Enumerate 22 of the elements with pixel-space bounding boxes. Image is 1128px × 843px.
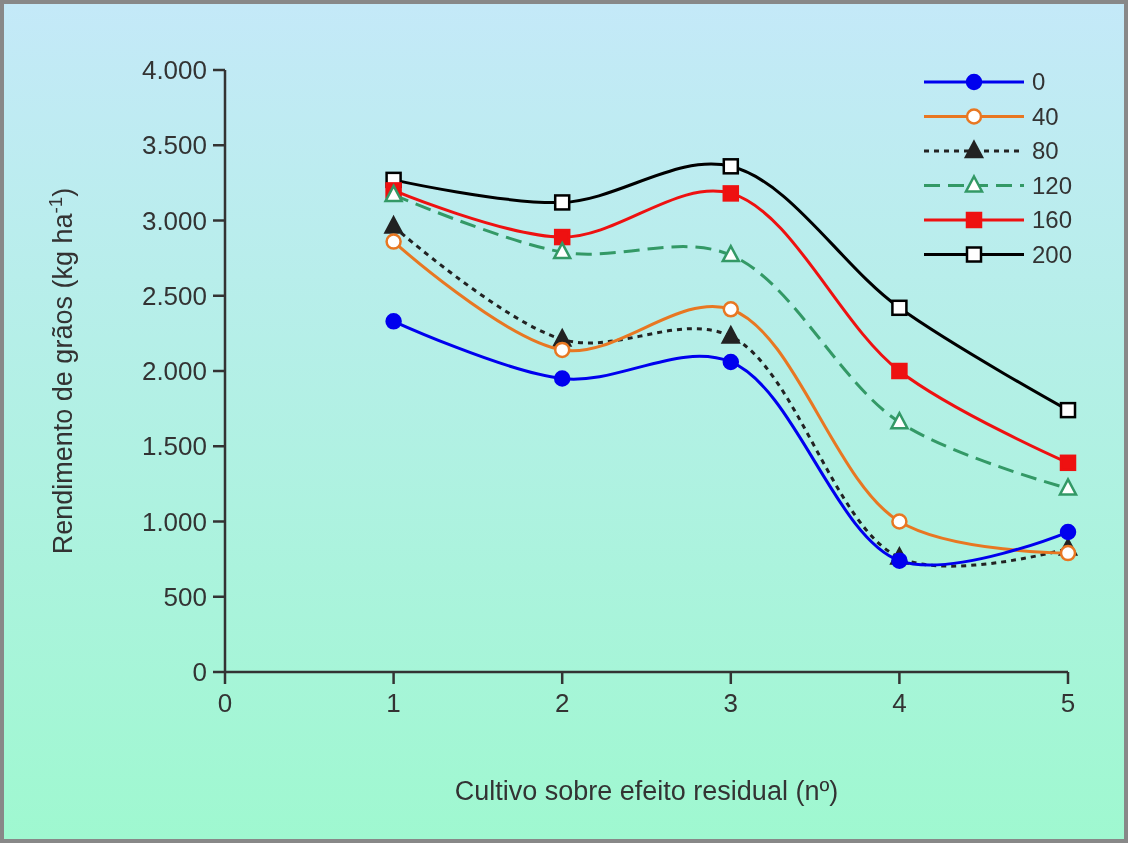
x-tick-label: 1	[386, 688, 401, 718]
legend-label: 0	[1032, 68, 1046, 96]
y-tick-label: 1.500	[141, 431, 207, 462]
legend-label: 200	[1032, 240, 1073, 268]
legend-label: 120	[1032, 171, 1073, 199]
x-tick-label: 5	[1060, 688, 1076, 718]
y-tick-label: 4.000	[141, 55, 207, 86]
y-tick-label: 3.500	[141, 130, 207, 161]
x-tick-label: 4	[892, 688, 907, 718]
y-tick-label: 3.000	[141, 205, 207, 236]
y-tick-label: 1.000	[141, 506, 207, 537]
y-tick-label: 0	[192, 657, 207, 688]
x-tick-label: 3	[723, 688, 739, 718]
legend-label: 40	[1032, 102, 1059, 130]
x-axis-title: Cultivo sobre efeito residual (nº)	[454, 776, 839, 806]
y-tick-label: 2.500	[141, 280, 207, 311]
legend-label: 160	[1032, 206, 1073, 234]
y-tick-label: 500	[163, 581, 207, 612]
y-tick-label: 2.000	[141, 356, 207, 387]
x-tick-label: 0	[217, 688, 233, 718]
legend-label: 80	[1032, 137, 1059, 165]
x-tick-label: 2	[554, 688, 570, 718]
